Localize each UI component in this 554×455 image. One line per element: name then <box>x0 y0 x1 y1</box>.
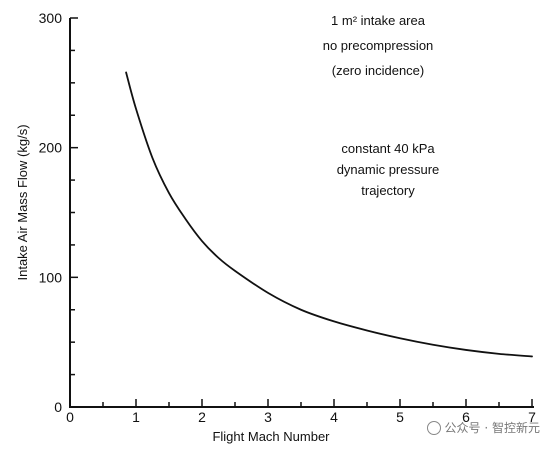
y-axis-title: Intake Air Mass Flow (kg/s) <box>15 124 30 280</box>
annotation-0-line-0: 1 m² intake area <box>331 13 426 28</box>
series-line-0 <box>125 71 533 358</box>
labels: 0 1 2 3 4 5 6 7 0 100 200 300 Flight Mach Number Inta… <box>15 10 536 444</box>
annotation-1-line-2: trajectory <box>361 183 415 198</box>
wechat-icon <box>426 421 441 435</box>
x-tick-label: 2 <box>198 409 206 425</box>
y-tick-label: 100 <box>39 269 63 285</box>
axes <box>69 17 534 408</box>
annotation-0-line-2: (zero incidence) <box>332 63 425 78</box>
watermark: 公众号 · 智控新元 <box>426 419 540 436</box>
x-tick-label: 6 <box>462 409 470 425</box>
watermark-text: 公众号 · 智控新元 <box>444 421 540 435</box>
x-tick-label: 5 <box>396 409 404 425</box>
series-layer <box>125 71 533 358</box>
y-tick-label: 300 <box>39 10 63 26</box>
annotation-0-line-1: no precompression <box>323 38 434 53</box>
x-axis-title: Flight Mach Number <box>212 429 330 444</box>
x-tick-label: 1 <box>132 409 140 425</box>
x-tick-label: 4 <box>330 409 338 425</box>
y-tick-label: 200 <box>39 140 63 156</box>
x-tick-label: 3 <box>264 409 272 425</box>
annotation-1-line-0: constant 40 kPa <box>341 141 435 156</box>
y-tick-label: 0 <box>54 399 62 415</box>
x-tick-label: 0 <box>66 409 74 425</box>
x-tick-label: 7 <box>528 409 536 425</box>
annotation-1-line-1: dynamic pressure <box>337 162 440 177</box>
